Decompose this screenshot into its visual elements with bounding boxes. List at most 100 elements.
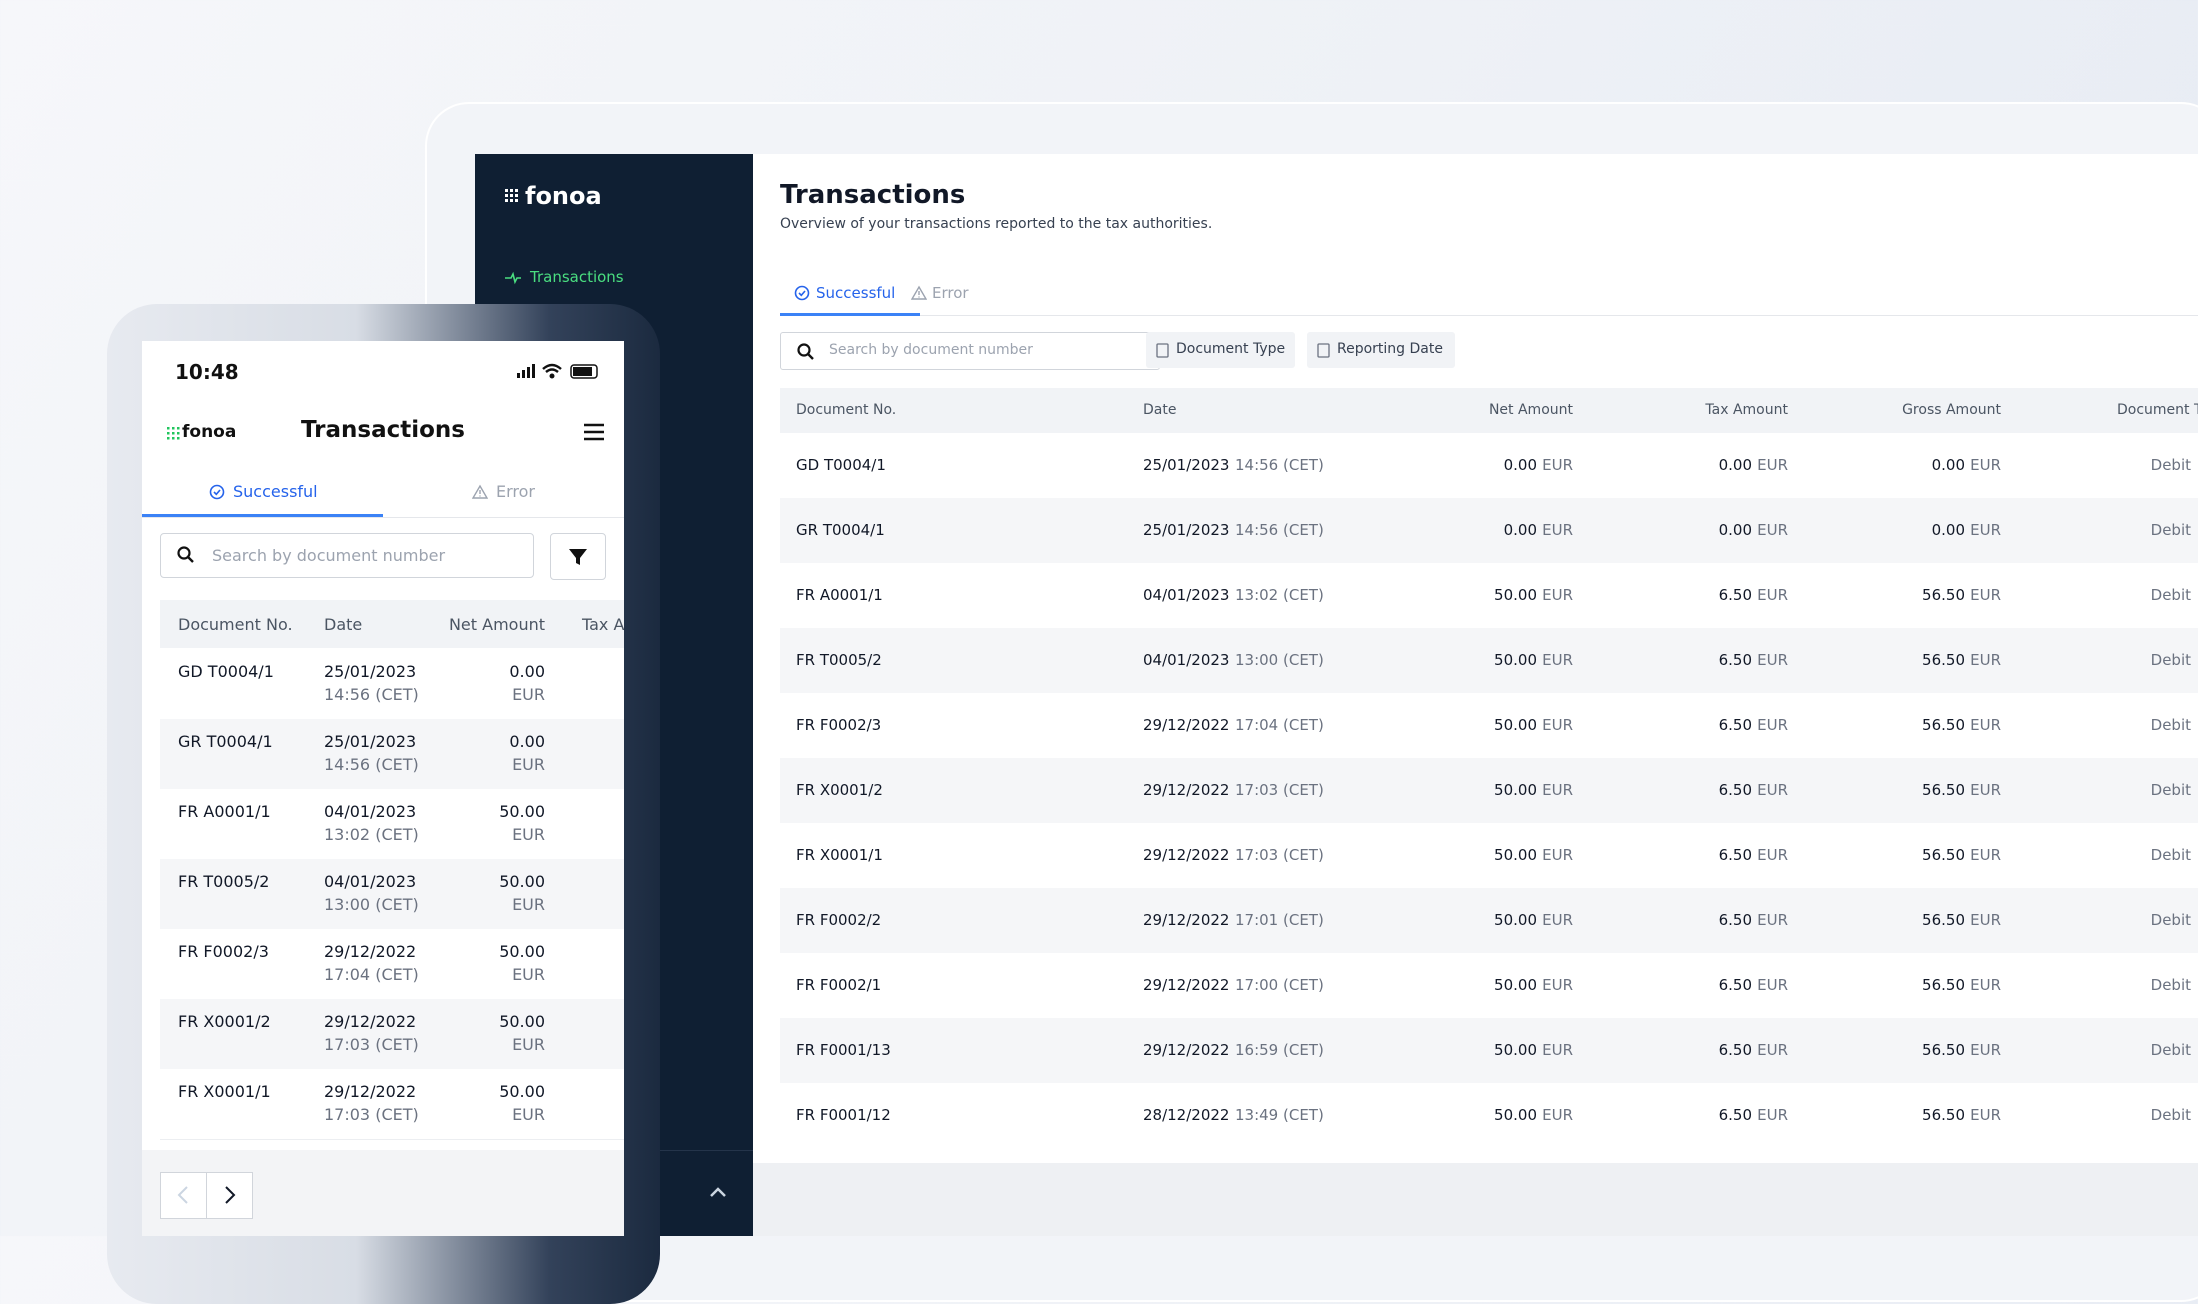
table-row[interactable]: GR T0004/1 25/01/2023 14:56 (CET) 0.00 EUR bbox=[160, 719, 624, 790]
amount: 0.00 bbox=[1931, 456, 1965, 474]
table-row[interactable]: FR T0005/2 04/01/2023 13:00 (CET) EUR 50.00 E… bbox=[780, 628, 2198, 693]
table-row[interactable]: FR X0001/2 29/12/2022 17:03 (CET) 50.00 EUR bbox=[160, 999, 624, 1070]
tab[interactable]: Successful bbox=[233, 482, 318, 501]
status-time: 10:48 bbox=[175, 360, 239, 384]
status-icons bbox=[517, 363, 598, 379]
table-row[interactable]: FR A0001/1 04/01/2023 13:02 (CET) 50.00 EUR bbox=[160, 789, 624, 860]
document-no: FR A0001/1 bbox=[178, 802, 271, 821]
amount: 50.00 bbox=[1494, 911, 1537, 929]
date: 29/12/2022 bbox=[324, 942, 417, 961]
table-row[interactable]: FR F0002/1 29/12/2022 17:00 (CET) EUR 50.00 E… bbox=[780, 953, 2198, 1018]
filter-label: Document Type bbox=[1176, 341, 1286, 357]
search-box[interactable]: Search by document number bbox=[780, 332, 1160, 370]
currency: EUR bbox=[512, 685, 545, 704]
amount: 50.00 bbox=[1494, 716, 1537, 734]
amount: 56.50 bbox=[1922, 1106, 1965, 1124]
tab-underline bbox=[142, 514, 383, 517]
table-header bbox=[780, 388, 2198, 433]
date: 29/12/2022 bbox=[1143, 976, 1230, 994]
amount: 56.50 bbox=[1922, 586, 1965, 604]
column-header: Gross Amount bbox=[1902, 402, 2001, 418]
currency: EUR bbox=[1542, 846, 1573, 864]
column-header: Date bbox=[324, 615, 363, 634]
date: 04/01/2023 bbox=[324, 872, 417, 891]
amount: 50.00 bbox=[1494, 651, 1537, 669]
date: 25/01/2023 bbox=[1143, 456, 1230, 474]
table-row[interactable]: FR F0002/3 29/12/2022 17:04 (CET) EUR 50.00 E… bbox=[780, 693, 2198, 758]
table-row[interactable]: FR F0002/2 29/12/2022 17:01 (CET) EUR 50.00 E… bbox=[780, 888, 2198, 953]
document-no: GR T0004/1 bbox=[796, 521, 885, 539]
tab-icon bbox=[794, 285, 810, 301]
tab[interactable]: Successful bbox=[816, 284, 896, 302]
date: 25/01/2023 bbox=[324, 662, 417, 681]
main: Transactions Overview of your transaction… bbox=[753, 154, 2198, 1236]
document-type: Debit bbox=[2150, 1106, 2191, 1124]
document-no: GD T0004/1 bbox=[178, 662, 274, 681]
document-no: GD T0004/1 bbox=[796, 456, 886, 474]
table-row[interactable]: FR X0001/1 29/12/2022 17:03 (CET) EUR 50.00 E… bbox=[780, 823, 2198, 888]
date: 04/01/2023 bbox=[1143, 586, 1230, 604]
currency: EUR bbox=[512, 895, 545, 914]
menu-icon[interactable] bbox=[583, 422, 605, 442]
amount: 50.00 bbox=[1494, 781, 1537, 799]
amount: 50.00 bbox=[499, 802, 545, 821]
filter-chip[interactable]: Reporting Date bbox=[1307, 332, 1455, 368]
prev-button[interactable] bbox=[160, 1172, 207, 1219]
brand: fonoa bbox=[182, 422, 237, 442]
document-no: FR F0002/1 bbox=[796, 976, 882, 994]
time: 17:03 (CET) bbox=[1235, 781, 1324, 799]
currency: EUR bbox=[1970, 716, 2001, 734]
filter-chip[interactable]: Document Type bbox=[1146, 332, 1295, 368]
table-row[interactable]: FR X0001/2 29/12/2022 17:03 (CET) EUR 50.00 E… bbox=[780, 758, 2198, 823]
document-type: Debit bbox=[2150, 976, 2191, 994]
tab[interactable]: Error bbox=[496, 482, 535, 501]
currency: EUR bbox=[1970, 911, 2001, 929]
amount: 0.00 bbox=[1931, 521, 1965, 539]
amount: 50.00 bbox=[499, 942, 545, 961]
table-row[interactable]: FR F0002/3 29/12/2022 17:04 (CET) 50.00 EUR bbox=[160, 929, 624, 1000]
next-button[interactable] bbox=[206, 1172, 253, 1219]
currency: EUR bbox=[1542, 1041, 1573, 1059]
amount: 56.50 bbox=[1922, 651, 1965, 669]
tab-icon bbox=[472, 484, 488, 499]
column-header: Tax Amount bbox=[1705, 402, 1788, 418]
currency: EUR bbox=[1757, 846, 1788, 864]
filter-label: Reporting Date bbox=[1337, 341, 1443, 357]
tab-underline bbox=[780, 313, 920, 316]
time: 13:00 (CET) bbox=[1235, 651, 1324, 669]
document-type: Debit bbox=[2150, 586, 2191, 604]
chevron-up[interactable] bbox=[708, 1182, 728, 1202]
nav-item[interactable]: Transactions bbox=[530, 268, 624, 286]
search-placeholder: Search by document number bbox=[212, 546, 446, 565]
tab-icon bbox=[911, 285, 927, 300]
filter-button[interactable] bbox=[550, 533, 606, 580]
table-row[interactable]: GR T0004/1 25/01/2023 14:56 (CET) EUR 0.00 EU… bbox=[780, 498, 2198, 563]
table-row[interactable]: GD T0004/1 25/01/2023 14:56 (CET) EUR 0.00 EU… bbox=[780, 433, 2198, 498]
currency: EUR bbox=[1757, 586, 1788, 604]
currency: EUR bbox=[1970, 521, 2001, 539]
table-row[interactable]: FR F0001/13 29/12/2022 16:59 (CET) EUR 50.00… bbox=[780, 1018, 2198, 1083]
page-title: Transactions bbox=[780, 180, 966, 210]
document-no: FR T0005/2 bbox=[178, 872, 270, 891]
time: 14:56 (CET) bbox=[1235, 521, 1324, 539]
table-row[interactable]: FR T0005/2 04/01/2023 13:00 (CET) 50.00 EUR bbox=[160, 859, 624, 930]
amount: 0.00 bbox=[1503, 456, 1537, 474]
table-row[interactable]: GD T0004/1 25/01/2023 14:56 (CET) 0.00 EUR bbox=[160, 649, 624, 720]
document-no: FR F0002/3 bbox=[178, 942, 269, 961]
logo-mark bbox=[505, 189, 518, 202]
logo-mark bbox=[167, 427, 180, 440]
currency: EUR bbox=[1542, 911, 1573, 929]
currency: EUR bbox=[512, 965, 545, 984]
table-row[interactable]: FR A0001/1 04/01/2023 13:02 (CET) EUR 50.00 E… bbox=[780, 563, 2198, 628]
table-row[interactable]: FR X0001/1 29/12/2022 17:03 (CET) 50.00 EUR bbox=[160, 1069, 624, 1140]
amount: 50.00 bbox=[1494, 1106, 1537, 1124]
tab[interactable]: Error bbox=[932, 284, 969, 302]
search-box[interactable]: Search by document number bbox=[160, 533, 534, 578]
table-row[interactable]: FR F0001/12 28/12/2022 13:49 (CET) EUR 50.00… bbox=[780, 1083, 2198, 1148]
currency: EUR bbox=[1970, 781, 2001, 799]
amount: 6.50 bbox=[1718, 651, 1752, 669]
currency: EUR bbox=[512, 825, 545, 844]
currency: EUR bbox=[1542, 456, 1573, 474]
document-no: FR X0001/1 bbox=[178, 1082, 271, 1101]
